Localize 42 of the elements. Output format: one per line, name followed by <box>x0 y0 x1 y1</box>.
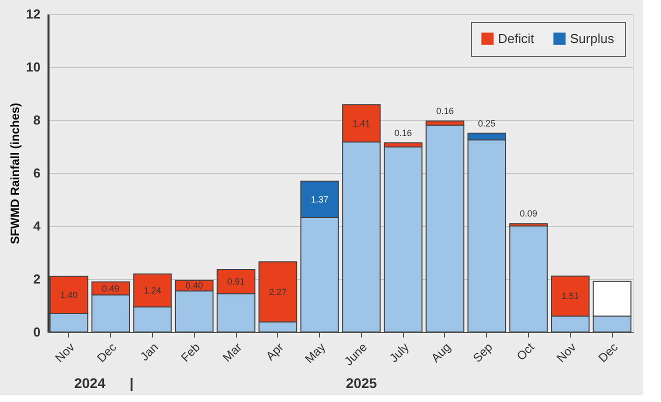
data-label: 0.25 <box>478 118 496 128</box>
text: 2024 <box>74 375 106 391</box>
y-tick-label: 4 <box>33 218 42 234</box>
data-label: 1.40 <box>60 290 78 300</box>
legend-label: Deficit <box>498 30 535 46</box>
bar <box>426 124 464 332</box>
x-tick-label: Dec <box>596 340 621 366</box>
y-tick-label: 2 <box>33 272 40 286</box>
x-tick-label: Apr <box>263 340 286 364</box>
data-label: 1.41 <box>352 118 370 128</box>
x-tick-label: Nov <box>52 340 78 366</box>
x-tick-label: Jan <box>137 340 161 364</box>
x-tick-label: Nov <box>554 340 579 366</box>
text: | <box>130 375 134 392</box>
data-label: 0.49 <box>102 283 120 294</box>
y-tick-label: 8 <box>33 112 40 128</box>
x-tick-label: July <box>386 340 412 366</box>
data-label: 1.24 <box>144 285 162 296</box>
data-label: 0.16 <box>394 128 412 138</box>
y-axis-title: SFWMD Rainfall (inches) <box>8 102 22 244</box>
y-tick-label: 6 <box>33 166 40 180</box>
data-label: 2.27 <box>269 286 287 297</box>
data-label: 0.09 <box>520 208 538 219</box>
data-label: 0.16 <box>436 106 454 116</box>
x-tick-label: Oct <box>514 340 538 364</box>
data-label: 0.40 <box>185 280 204 291</box>
text: 2025 <box>346 375 378 391</box>
legend-label: Surplus <box>570 30 615 46</box>
y-tick-label: 0 <box>33 324 40 340</box>
x-tick-label: Dec <box>94 340 120 366</box>
x-tick-label: May <box>302 340 328 366</box>
x-tick-label: Feb <box>178 340 203 365</box>
data-label: 1.37 <box>310 194 328 204</box>
y-tick-label: 12 <box>26 6 40 22</box>
y-tick-label: 10 <box>26 60 40 74</box>
x-tick-label: Sep <box>470 340 496 366</box>
bar <box>509 226 548 332</box>
bar <box>384 146 422 332</box>
x-tick-label: Aug <box>428 340 454 366</box>
x-tick-label: Mar <box>220 340 245 365</box>
data-label: 0.91 <box>227 276 245 287</box>
data-label: 1.51 <box>562 291 580 302</box>
